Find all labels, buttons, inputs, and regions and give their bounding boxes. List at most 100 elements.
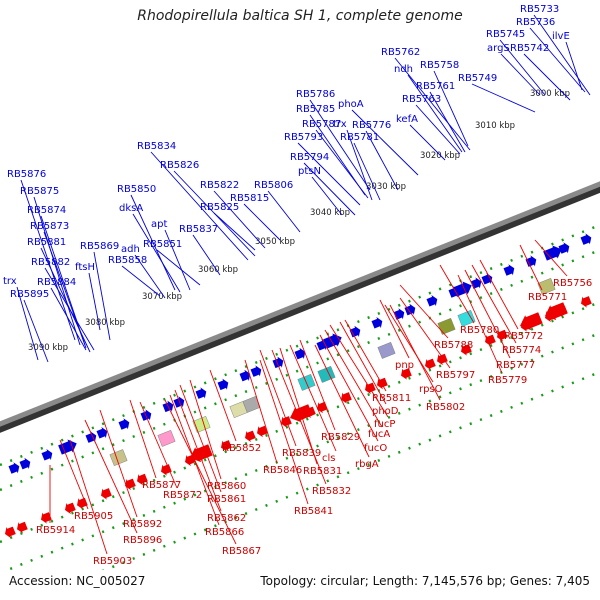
reverse-gene-arrow bbox=[257, 425, 268, 438]
gene-arrow-shape bbox=[401, 368, 412, 380]
forward-gene-arrow bbox=[140, 409, 152, 421]
genome-title: Rhodopirellula baltica SH 1, complete ge… bbox=[137, 8, 463, 24]
reverse-gene-label: RB5788 bbox=[434, 340, 473, 351]
forward-label-leader bbox=[500, 53, 541, 96]
reverse-gene-label: fucA bbox=[368, 429, 390, 440]
genome-summary-text: Topology: circular; Length: 7,145,576 bp… bbox=[260, 574, 590, 588]
reverse-label-leader bbox=[389, 304, 441, 401]
forward-gene-label: trx bbox=[3, 276, 17, 287]
reverse-gene-arrow bbox=[221, 440, 232, 452]
feature-box-shape bbox=[229, 401, 248, 419]
reverse-gene-arrow bbox=[341, 392, 352, 404]
forward-gene-label: RB5895 bbox=[10, 289, 49, 300]
forward-gene-arrow bbox=[41, 449, 53, 461]
reverse-label-leader bbox=[84, 419, 138, 534]
scale-tick-label: 3050 kbp bbox=[255, 237, 295, 247]
reverse-label-leader bbox=[384, 304, 434, 383]
reverse-label-leader bbox=[189, 379, 222, 480]
forward-gene-label: RB5874 bbox=[27, 205, 66, 216]
reverse-gene-arrow bbox=[17, 521, 28, 534]
forward-gene-label: ftsH bbox=[75, 262, 95, 273]
gene-arrow-shape bbox=[272, 356, 284, 369]
reverse-label-leader bbox=[319, 334, 379, 442]
forward-gene-arrow bbox=[294, 347, 306, 360]
forward-label-leader bbox=[303, 162, 356, 216]
reverse-label-leader bbox=[519, 244, 543, 291]
reverse-gene-label: RB5852 bbox=[222, 443, 261, 454]
reverse-gene-label: RB5860 bbox=[207, 481, 246, 492]
gene-arrow-shape bbox=[426, 295, 438, 307]
gene-arrow-shape bbox=[250, 365, 262, 377]
reverse-gene-arrow-large bbox=[190, 444, 213, 463]
reverse-gene-label: RB5771 bbox=[528, 292, 567, 303]
reverse-gene-label: rpsO bbox=[419, 384, 443, 395]
forward-label-leader bbox=[20, 179, 76, 341]
reverse-gene-label: RB5802 bbox=[426, 402, 465, 413]
forward-label-leader bbox=[346, 129, 373, 201]
gene-arrow-shape bbox=[221, 440, 232, 452]
forward-label-leader bbox=[407, 74, 463, 153]
forward-gene-label: adh bbox=[121, 244, 140, 255]
feature-box bbox=[457, 309, 476, 327]
forward-gene-arrow-large bbox=[453, 281, 472, 297]
forward-gene-label: RB5875 bbox=[20, 186, 59, 197]
forward-label-leader bbox=[213, 190, 266, 249]
gene-arrow-shape bbox=[85, 431, 97, 443]
forward-gene-arrow bbox=[217, 378, 229, 391]
reverse-gene-label: fucO bbox=[364, 443, 387, 454]
forward-gene-label: RB5825 bbox=[200, 202, 239, 213]
forward-gene-label: RB5781 bbox=[340, 132, 379, 143]
reverse-gene-label: RB5896 bbox=[123, 535, 162, 546]
forward-gene-label: RB5742 bbox=[510, 43, 549, 54]
forward-label-leader bbox=[40, 247, 91, 353]
forward-gene-label: ndh bbox=[394, 64, 413, 75]
forward-gene-label: RB5850 bbox=[117, 184, 156, 195]
feature-box-shape bbox=[457, 309, 476, 327]
forward-gene-label: RB5761 bbox=[416, 81, 455, 92]
forward-gene-arrow bbox=[118, 418, 130, 430]
forward-label-leader bbox=[130, 194, 176, 291]
forward-gene-label: RB5776 bbox=[352, 120, 391, 131]
gene-arrow-shape bbox=[580, 233, 592, 245]
feature-box-shape bbox=[157, 429, 176, 447]
forward-label-leader bbox=[523, 53, 571, 101]
reverse-label-leader bbox=[174, 389, 222, 512]
reverse-gene-label: RB5914 bbox=[36, 525, 75, 536]
gene-arrow-shape bbox=[65, 502, 76, 515]
forward-label-leader bbox=[433, 70, 469, 147]
feature-box-shape bbox=[437, 317, 456, 335]
reverse-gene-label: RB5867 bbox=[222, 546, 261, 557]
genome-map: 3000 kbp 3010 kbp 3020 kbp 3030 kbp 3040 kbp… bbox=[0, 4, 600, 570]
forward-label-leader bbox=[353, 142, 381, 201]
forward-label-leader bbox=[565, 41, 583, 91]
forward-label-leader bbox=[134, 254, 166, 299]
reverse-gene-label: RB5777 bbox=[496, 360, 535, 371]
forward-gene-label: RB5762 bbox=[381, 47, 420, 58]
reverse-gene-arrow bbox=[125, 478, 136, 491]
forward-gene-arrow bbox=[426, 295, 438, 307]
forward-label-leader bbox=[297, 142, 361, 206]
scale-tick-label: 3020 kbp bbox=[420, 151, 460, 161]
scale-tick-label: 3010 kbp bbox=[475, 121, 515, 131]
reverse-label-leader bbox=[279, 347, 318, 465]
forward-label-leader bbox=[499, 39, 546, 96]
reverse-label-leader bbox=[289, 344, 337, 452]
reverse-gene-label: RB5779 bbox=[488, 375, 527, 386]
forward-gene-label: RB5873 bbox=[30, 221, 69, 232]
reverse-label-leader bbox=[299, 339, 336, 431]
gene-arrow-shape bbox=[485, 334, 496, 347]
forward-gene-arrow bbox=[195, 387, 207, 399]
reverse-label-leader bbox=[379, 299, 410, 359]
forward-label-leader bbox=[429, 91, 466, 153]
reverse-gene-label: fucP bbox=[374, 419, 395, 430]
reverse-gene-label: RB5774 bbox=[502, 345, 541, 356]
feature-box bbox=[157, 429, 176, 447]
reverse-gene-label: cls bbox=[322, 453, 336, 464]
forward-label-leader bbox=[529, 27, 586, 93]
reverse-gene-label: RB5797 bbox=[436, 370, 475, 381]
forward-gene-arrow bbox=[8, 462, 20, 474]
gene-arrow-shape bbox=[96, 427, 108, 439]
gene-arrow-shape bbox=[17, 521, 28, 534]
forward-gene-arrow bbox=[85, 431, 97, 443]
forward-label-leader bbox=[44, 267, 95, 351]
